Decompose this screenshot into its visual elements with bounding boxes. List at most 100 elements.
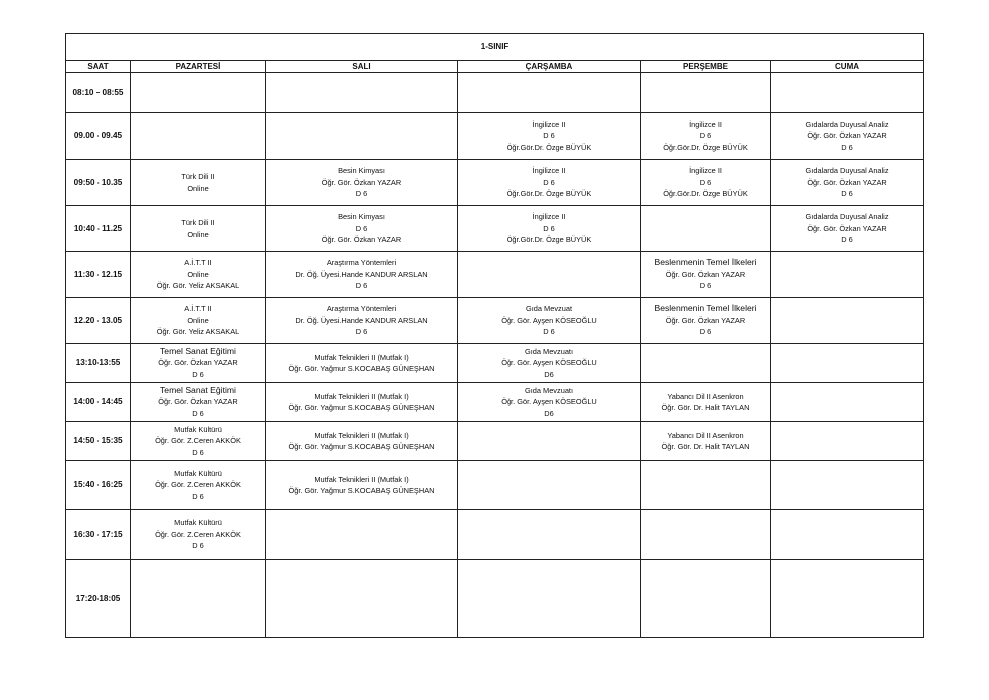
course-detail: Öğr. Gör. Özkan YAZAR xyxy=(807,177,887,187)
class-cell xyxy=(769,559,925,638)
class-cell: Mutfak Kültürü Öğr. Gör. Z.Ceren AKKÖK D 6 xyxy=(130,509,266,560)
course-detail: Öğr. Gör. Z.Ceren AKKÖK xyxy=(155,529,241,539)
course-detail: D 6 xyxy=(192,408,204,418)
course-name: Gıdalarda Duyusal Analiz xyxy=(805,212,889,222)
course-detail: Öğr. Gör. Ayşen KÖSEOĞLU xyxy=(501,358,597,368)
class-cell: Mutfak Teknikleri II (Mutfak I) Öğr. Gör.… xyxy=(265,460,458,510)
course-name: İngilizce II xyxy=(532,166,566,176)
column-header: PAZARTESİ xyxy=(130,60,266,73)
course-detail: Dr. Öğ. Üyesi.Hande KANDUR ARSLAN xyxy=(295,269,428,279)
class-cell xyxy=(640,205,771,252)
course-detail: Öğr.Gör.Dr. Özge BÜYÜK xyxy=(506,235,592,245)
class-cell: Temel Sanat Eğitimi Öğr. Gör. Özkan YAZAR… xyxy=(130,343,266,383)
class-cell: Türk Dili II Online xyxy=(130,205,266,252)
course-detail: D 6 xyxy=(699,281,712,291)
table-row: 09:50 - 10.35 Türk Dili II Online Besin Kim… xyxy=(65,159,925,206)
course-detail: Öğr. Gör. Yağmur S.KOCABAŞ GÜNEŞHAN xyxy=(288,486,435,495)
time-slot: 09:50 - 10.35 xyxy=(65,159,131,206)
table-row: 14:00 - 14:45 Temel Sanat Eğitimi Öğr. Gör… xyxy=(65,382,925,422)
class-cell xyxy=(265,112,458,160)
class-cell: Gıda Mevzuat Öğr. Gör. Ayşen KÖSEOĞLU D 6 xyxy=(457,297,641,344)
course-name: Gıda Mevzuatı xyxy=(524,346,574,356)
course-name: İngilizce II xyxy=(532,119,566,129)
course-name: Mutfak Teknikleri II (Mutfak I) xyxy=(314,474,409,484)
class-cell: Yabancı Dil II Asenkron Öğr. Gör. Dr. Hal… xyxy=(640,421,771,461)
course-detail: Öğr. Gör. Dr. Halit TAYLAN xyxy=(661,403,750,412)
class-cell xyxy=(457,460,641,510)
course-name: Besin Kimyası xyxy=(338,212,385,222)
class-cell xyxy=(769,421,925,461)
class-cell xyxy=(457,509,641,560)
class-cell: Türk Dili II Online xyxy=(130,159,266,206)
class-cell xyxy=(640,559,771,638)
course-detail: Dr. Öğ. Üyesi.Hande KANDUR ARSLAN xyxy=(295,315,428,325)
course-name: Gıda Mevzuat xyxy=(525,304,572,314)
table-row: 17:20-18:05 xyxy=(65,559,925,638)
course-name: Beslenmenin Temel İlkeleri xyxy=(654,257,757,268)
course-detail: Öğr. Gör. Z.Ceren AKKÖK xyxy=(155,480,241,490)
table-row: 16:30 - 17:15 Mutfak Kültürü Öğr. Gör. Z.C… xyxy=(65,509,925,560)
course-detail: Öğr. Gör. Yeliz AKSAKAL xyxy=(156,281,240,291)
column-header: SAAT xyxy=(65,60,131,73)
course-name: İngilizce II xyxy=(532,212,566,222)
table-row: 08:10 – 08:55 xyxy=(65,72,925,113)
course-detail: D 6 xyxy=(699,131,712,141)
course-detail: Öğr. Gör. Özkan YAZAR xyxy=(665,315,746,325)
class-cell: Gıdalarda Duyusal Analiz Öğr. Gör. Özkan … xyxy=(769,205,925,252)
course-name: Gıda Mevzuatı xyxy=(524,385,574,395)
class-cell: Mutfak Teknikleri II (Mutfak I) Öğr. Gör.… xyxy=(265,382,458,422)
class-cell xyxy=(769,251,925,298)
table-row: 11:30 - 12.15 A.İ.T.T II Online Öğr. Gör. Y… xyxy=(65,251,925,298)
time-slot: 15:40 - 16:25 xyxy=(65,460,131,510)
course-name: Türk Dili II xyxy=(181,218,215,227)
course-name: Mutfak Teknikleri II (Mutfak I) xyxy=(314,430,409,440)
column-header: PERŞEMBE xyxy=(640,60,771,73)
time-slot: 10:40 - 11.25 xyxy=(65,205,131,252)
course-detail: D 6 xyxy=(543,177,555,187)
class-cell xyxy=(457,559,641,638)
class-cell: İngilizce II D 6 Öğr.Gör.Dr. Özge BÜYÜK xyxy=(640,159,771,206)
course-detail: D 6 xyxy=(355,189,368,199)
column-header: CUMA xyxy=(769,60,925,73)
timetable: 1-SINIF SAAT PAZARTESİ SALI ÇARŞAMBA PERŞEMB… xyxy=(64,33,925,638)
course-detail: Öğr. Gör. Yağmur S.KOCABAŞ GÜNEŞHAN xyxy=(288,403,435,412)
class-cell xyxy=(130,559,266,638)
class-cell: Gıdalarda Duyusal Analiz Öğr. Gör. Özkan … xyxy=(769,112,925,160)
class-cell: Beslenmenin Temel İlkeleri Öğr. Gör. Özka… xyxy=(640,251,771,298)
course-name: Beslenmenin Temel İlkeleri xyxy=(654,303,757,314)
course-detail: D 6 xyxy=(699,327,712,337)
course-detail: D 6 xyxy=(543,131,555,141)
class-cell: Beslenmenin Temel İlkeleri Öğr. Gör. Özka… xyxy=(640,297,771,344)
course-detail: Öğr. Gör. Özkan YAZAR xyxy=(665,269,746,279)
class-cell: Mutfak Kültürü Öğr. Gör. Z.Ceren AKKÖK D 6 xyxy=(130,421,266,461)
class-cell xyxy=(130,72,266,113)
course-name: İngilizce II xyxy=(689,166,722,176)
course-detail: D 6 xyxy=(355,281,368,291)
course-name: Mutfak Kültürü xyxy=(174,468,222,478)
time-slot: 08:10 – 08:55 xyxy=(65,72,131,113)
time-slot: 14:00 - 14:45 xyxy=(65,382,131,422)
course-detail: Öğr. Gör. Özkan YAZAR xyxy=(807,223,887,233)
time-slot: 16:30 - 17:15 xyxy=(65,509,131,560)
course-detail: D 6 xyxy=(841,142,853,152)
class-cell: A.İ.T.T II Online Öğr. Gör. Yeliz AKSAKAL xyxy=(130,251,266,298)
table-row: 14:50 - 15:35 Mutfak Kültürü Öğr. Gör. Z.C… xyxy=(65,421,925,461)
course-name: İngilizce II xyxy=(689,119,722,129)
class-cell: İngilizce II D 6 Öğr.Gör.Dr. Özge BÜYÜK xyxy=(457,159,641,206)
course-detail: Öğr.Gör.Dr. Özge BÜYÜK xyxy=(663,189,748,199)
course-name: Türk Dili II xyxy=(181,172,215,181)
class-cell xyxy=(640,509,771,560)
course-detail: Öğr. Gör. Özkan YAZAR xyxy=(321,177,402,187)
course-name: Yabancı Dil II Asenkron xyxy=(667,430,744,440)
course-detail: Online xyxy=(187,269,209,279)
table-row: 15:40 - 16:25 Mutfak Kültürü Öğr. Gör. Z.C… xyxy=(65,460,925,510)
course-name: Mutfak Teknikleri II (Mutfak I) xyxy=(314,352,409,362)
time-slot: 12.20 - 13.05 xyxy=(65,297,131,344)
class-cell: Besin Kimyası D 6 Öğr. Gör. Özkan YAZAR xyxy=(265,205,458,252)
class-cell: Yabancı Dil II Asenkron Öğr. Gör. Dr. Hal… xyxy=(640,382,771,422)
course-detail: Öğr. Gör. Yağmur S.KOCABAŞ GÜNEŞHAN xyxy=(288,364,435,373)
course-detail: Öğr. Gör. Yağmur S.KOCABAŞ GÜNEŞHAN xyxy=(288,442,435,451)
course-detail: D6 xyxy=(544,369,554,379)
time-slot: 17:20-18:05 xyxy=(65,559,131,638)
class-cell: İngilizce II D 6 Öğr.Gör.Dr. Özge BÜYÜK xyxy=(457,112,641,160)
